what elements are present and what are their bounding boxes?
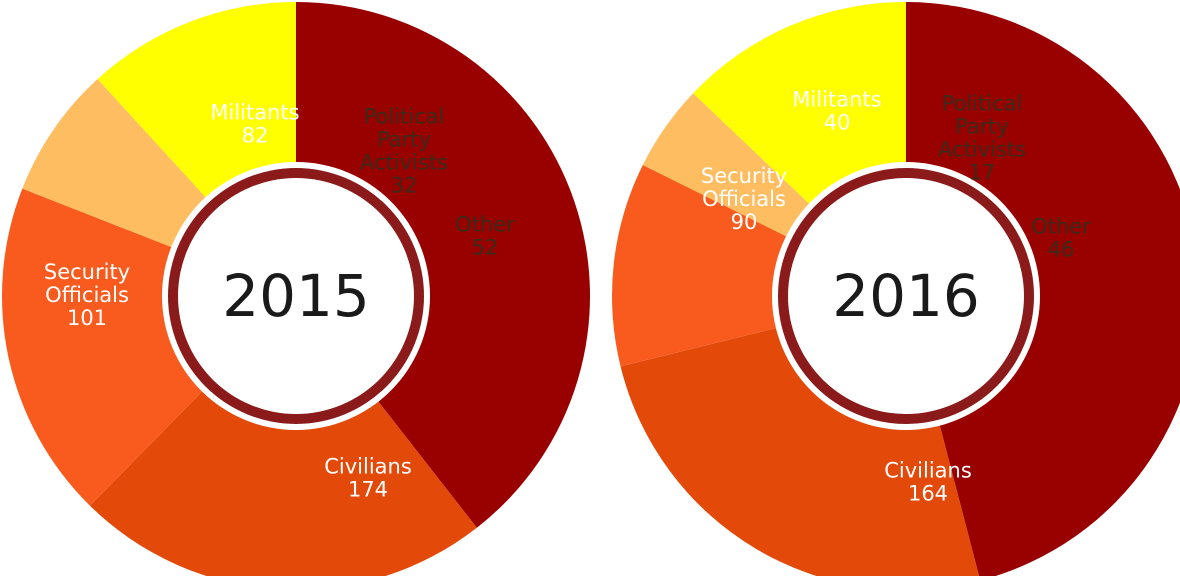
chart-title: 2015 — [222, 262, 370, 330]
donut-chart-2016: 2016 Civilians 164 Security Officials 90Milit… — [612, 2, 1180, 576]
slice-civilians — [296, 2, 590, 528]
donut-chart-2015: 2015 Civilians 174 Security Officials 101 Mili… — [1, 1, 590, 576]
slice-label-militants: Militants 40 — [792, 88, 881, 135]
slice-civilians — [906, 2, 1180, 576]
slice-militants — [612, 164, 906, 367]
chart-title: 2016 — [832, 262, 980, 330]
slice-security-officials — [89, 296, 477, 576]
slice-label-security-officials: Security Officials 90 — [701, 164, 787, 234]
donut-hole — [178, 178, 414, 414]
slice-label-political-party-activists: Political Party Activists 32 — [360, 105, 448, 198]
slice-label-civilians: Civilians 174 — [324, 455, 412, 502]
slice-label-other: Other 46 — [1031, 215, 1091, 262]
donut-hole — [788, 178, 1024, 414]
slice-label-security-officials: Security Officials 101 — [44, 260, 130, 330]
slice-label-other: Other 52 — [455, 213, 515, 260]
slice-label-civilians: Civilians 164 — [884, 459, 972, 506]
slice-label-militants: Militants 82 — [210, 101, 299, 148]
slice-label-political-party-activists: Political Party Activists 17 — [938, 92, 1026, 185]
